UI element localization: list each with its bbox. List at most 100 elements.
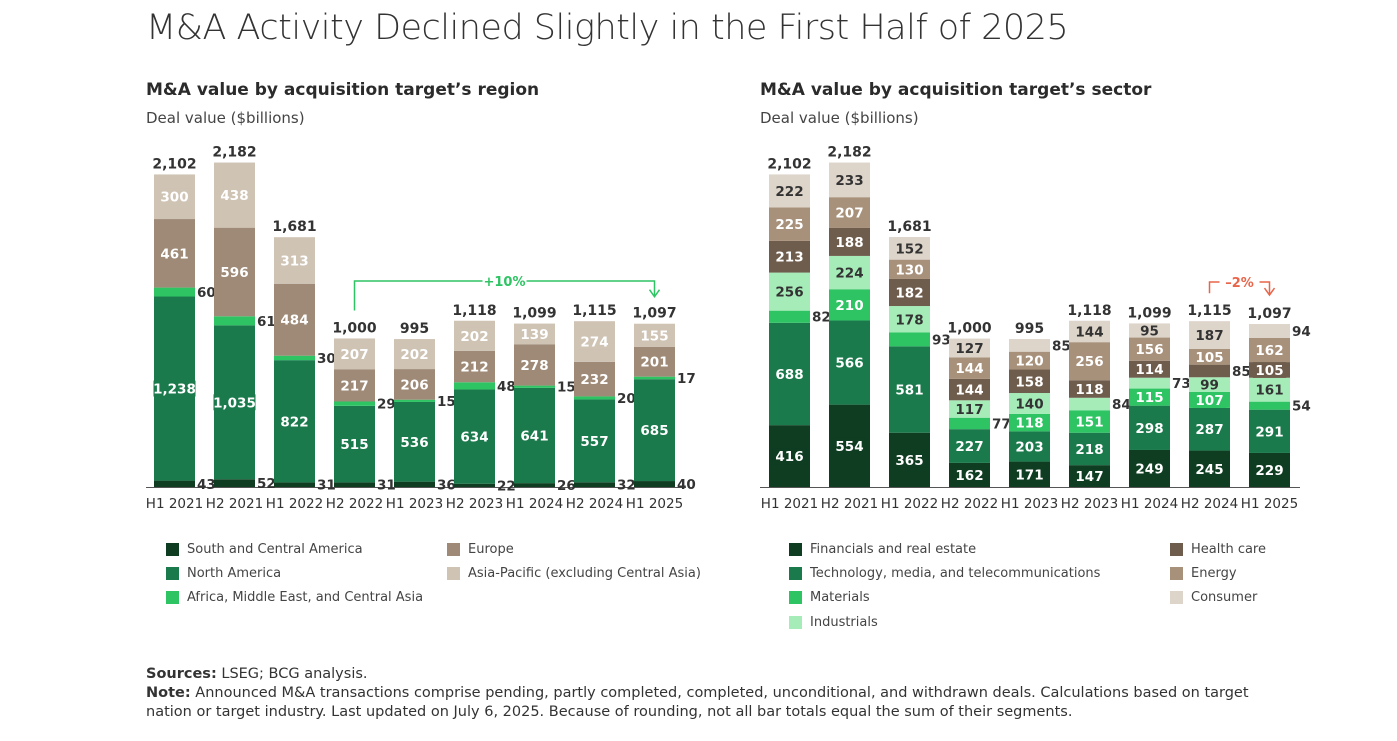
data-label-bg <box>832 296 867 313</box>
region-chart-title: M&A value by acquisition target’s region <box>146 80 540 100</box>
total-label: 1,099 <box>1127 305 1171 321</box>
data-label: 114 <box>1135 362 1163 378</box>
data-label-bg <box>892 451 927 468</box>
data-label: 151 <box>1075 414 1103 430</box>
data-label: 1,035 <box>213 395 256 411</box>
data-label: 202 <box>460 329 488 345</box>
legend-label: Asia-Pacific (excluding Central Asia) <box>468 566 701 581</box>
data-label: 224 <box>835 266 863 282</box>
data-label-bg <box>217 187 252 204</box>
data-label: 188 <box>835 235 863 251</box>
sources-text: LSEG; BCG analysis. <box>221 666 368 682</box>
data-label-bg <box>1072 440 1107 457</box>
data-label-bg <box>1012 414 1047 431</box>
data-label-bg <box>832 437 867 454</box>
legend-label: South and Central America <box>187 542 363 557</box>
data-label-bg <box>157 245 192 262</box>
legend-swatch <box>166 591 179 604</box>
data-label: 161 <box>1255 383 1283 399</box>
data-label: 171 <box>1015 467 1043 483</box>
bar-segment <box>769 174 810 208</box>
total-label: 1,118 <box>1067 303 1111 319</box>
bar-segment <box>829 255 870 290</box>
data-label-bg <box>637 327 672 344</box>
data-label-bg <box>637 422 672 439</box>
data-label: 536 <box>400 435 428 451</box>
bar-segment <box>949 400 990 418</box>
data-label: 139 <box>520 327 548 343</box>
data-label: 162 <box>955 468 983 484</box>
data-label-bg <box>952 360 987 377</box>
total-label: 1,099 <box>512 306 556 322</box>
data-label-bg <box>1132 341 1167 358</box>
data-label-bg <box>1072 468 1107 485</box>
bar-segment <box>1189 377 1230 392</box>
data-label-bg <box>892 261 927 278</box>
data-label: 225 <box>775 217 803 233</box>
data-label: 365 <box>895 453 923 469</box>
data-label-bg <box>1252 461 1287 478</box>
region-bar-chart: 43 1,238 60 461 300 2,102 H1 2021 52 1,035 61 596 4… <box>146 145 696 512</box>
legend-item: Health care <box>1170 542 1266 557</box>
region-chart-subtitle: Deal value ($billions) <box>146 109 305 127</box>
data-label: 61 <box>257 314 276 330</box>
data-label-bg <box>1012 373 1047 390</box>
bar-segment <box>769 272 810 311</box>
data-label: 641 <box>520 428 548 444</box>
data-label: 82 <box>812 310 831 326</box>
bar-segment <box>1009 393 1050 414</box>
legend-label: North America <box>187 566 282 581</box>
data-label-bg <box>517 325 552 342</box>
data-label: 155 <box>640 328 668 344</box>
data-label-bg <box>577 333 612 350</box>
data-label-bg <box>577 432 612 449</box>
legend-swatch <box>789 567 802 580</box>
data-label-bg <box>892 284 927 301</box>
data-label-bg <box>1192 421 1227 438</box>
category-label: H1 2022 <box>266 496 323 512</box>
data-label: 1,238 <box>153 382 196 398</box>
data-label: 249 <box>1135 461 1163 477</box>
data-label: 118 <box>1075 382 1103 398</box>
data-label: 144 <box>955 361 983 377</box>
bar-segment <box>394 481 435 487</box>
data-label-bg <box>1132 389 1167 406</box>
data-label-bg <box>952 438 987 455</box>
category-label: H1 2021 <box>761 496 818 512</box>
data-label-bg <box>1192 348 1227 365</box>
change-label: –2% <box>1225 276 1254 291</box>
legend-label: Consumer <box>1191 590 1258 605</box>
data-label: 43 <box>197 477 216 493</box>
total-label: 2,182 <box>212 145 256 161</box>
legend-item: Materials <box>789 590 870 605</box>
data-label-bg <box>277 311 312 328</box>
data-label-bg <box>397 376 432 393</box>
data-label-bg <box>1072 353 1107 370</box>
data-label-bg <box>457 428 492 445</box>
data-label: 60 <box>197 285 216 301</box>
data-label: 557 <box>580 434 608 450</box>
data-label: 581 <box>895 383 923 399</box>
page-title: M&A Activity Declined Slightly in the Fi… <box>146 8 1069 48</box>
data-label-bg <box>517 427 552 444</box>
legend-item: Technology, media, and telecommunication… <box>789 566 1100 581</box>
bar-segment <box>274 355 315 361</box>
data-label: 31 <box>317 478 336 494</box>
data-label: 217 <box>340 378 368 394</box>
data-label: 298 <box>1135 421 1163 437</box>
data-label-bg <box>277 413 312 430</box>
data-label: 17 <box>677 371 696 387</box>
data-label: 201 <box>640 355 668 371</box>
data-label: 95 <box>1140 323 1159 339</box>
data-label-bg <box>457 358 492 375</box>
data-label: 152 <box>895 241 923 257</box>
data-label: 461 <box>160 246 188 262</box>
data-label-bg <box>277 252 312 269</box>
legend-swatch <box>1170 567 1183 580</box>
data-label: 26 <box>557 478 576 494</box>
data-label: 688 <box>775 367 803 383</box>
data-label: 32 <box>617 478 636 494</box>
data-label: 162 <box>1255 343 1283 359</box>
data-label: 566 <box>835 356 863 372</box>
data-label: 22 <box>497 478 516 494</box>
